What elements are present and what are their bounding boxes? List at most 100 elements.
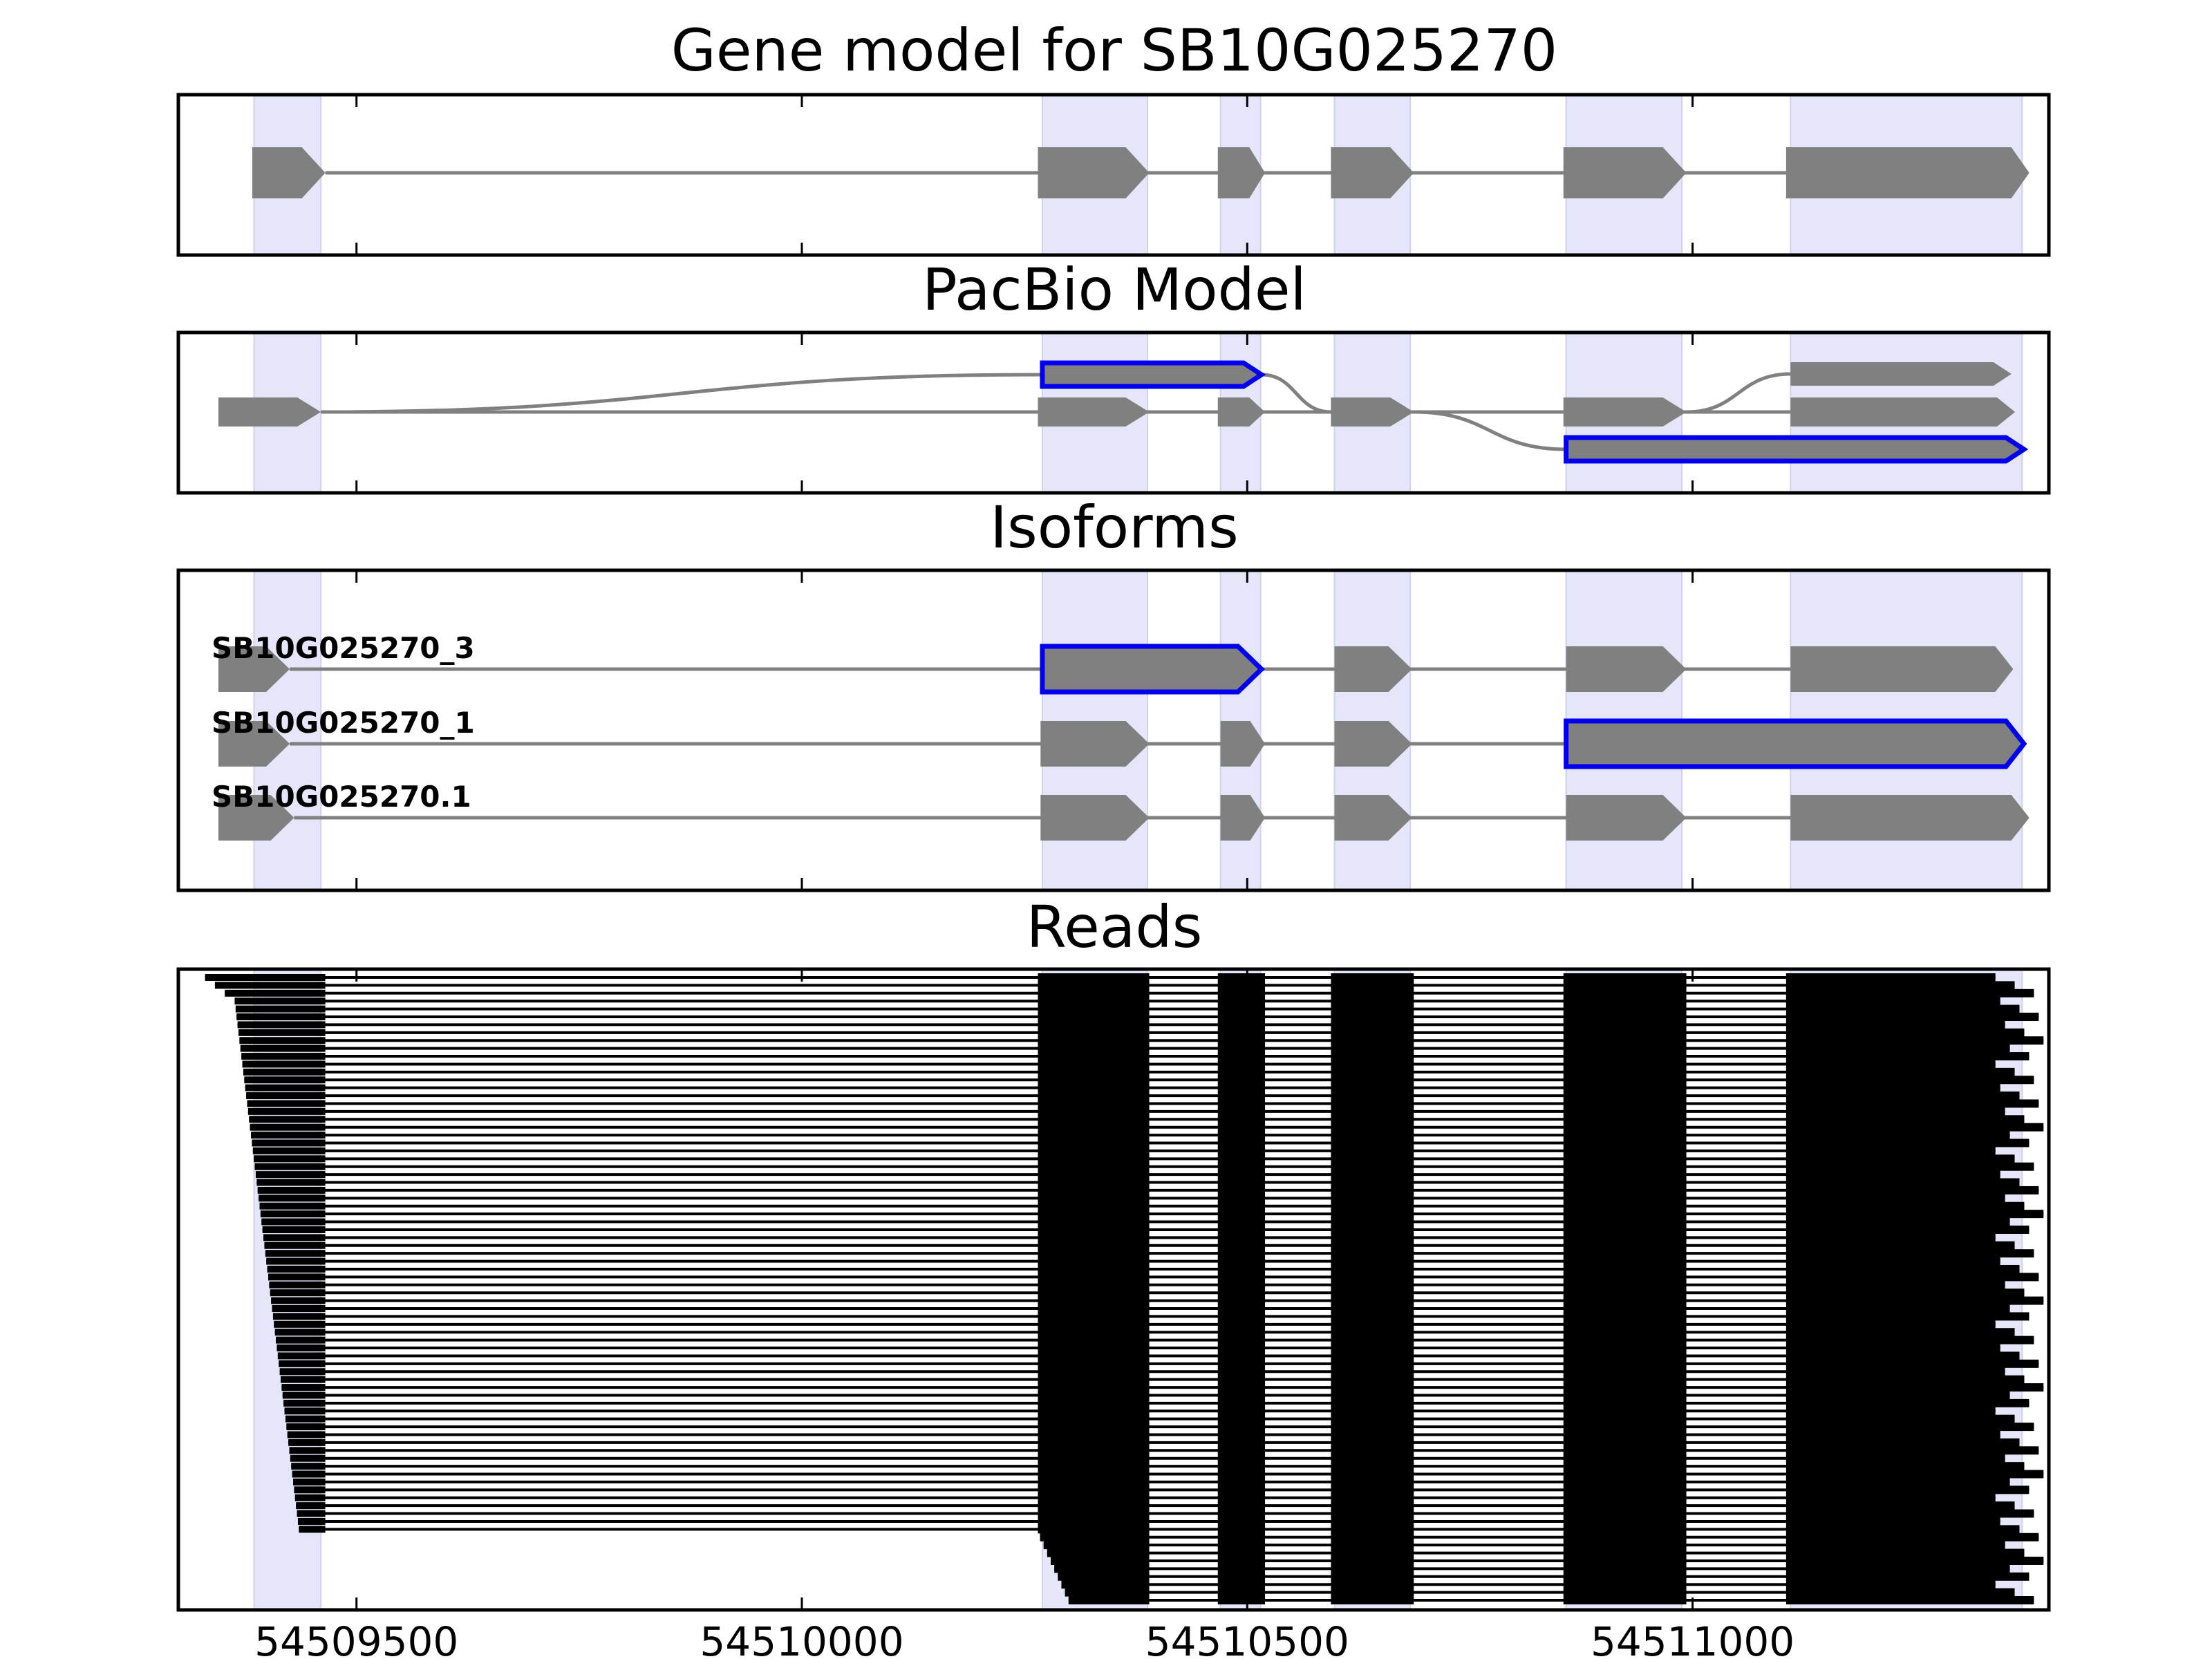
read-54-exon-2: [1217, 1391, 1266, 1400]
read-39-exon-4: [1563, 1273, 1687, 1282]
read-11-exon-5: [1785, 1052, 2030, 1061]
read-65-first-exon: [293, 1478, 326, 1485]
read-43: [272, 1304, 2010, 1313]
read-11-first-exon: [241, 1053, 326, 1060]
read-31-exon-5: [1785, 1210, 2044, 1219]
read-69-exon-5: [1785, 1509, 2034, 1518]
read-4-exon-2: [1217, 997, 1266, 1006]
pacbio-connection-2: [1261, 373, 1331, 414]
read-47-first-exon: [276, 1336, 326, 1344]
read-3-exon-4: [1563, 988, 1687, 997]
read-18: [247, 1107, 2005, 1116]
read-70-first-exon: [297, 1517, 326, 1525]
read-7-exon-1: [1038, 1020, 1150, 1029]
read-77-exon-5: [1785, 1572, 2030, 1581]
read-33-exon-4: [1563, 1225, 1687, 1234]
read-33: [262, 1225, 2030, 1234]
pacbio-connection-3: [1414, 410, 1566, 451]
read-68-exon-5: [1785, 1501, 2015, 1510]
read-41-exon-4: [1563, 1288, 1687, 1297]
read-40-first-exon: [269, 1281, 326, 1288]
isoform-track-2-exon-3: [1220, 721, 1266, 767]
read-35-exon-1: [1038, 1241, 1150, 1250]
read-12-exon-5: [1785, 1060, 1996, 1069]
read-62-exon-1: [1038, 1454, 1150, 1463]
read-78-exon-5: [1785, 1580, 1996, 1589]
read-77-exon-4: [1563, 1572, 1687, 1581]
read-30-exon-4: [1563, 1201, 1687, 1210]
read-68-exon-2: [1217, 1501, 1266, 1510]
read-20-exon-2: [1217, 1123, 1266, 1132]
read-41-exon-2: [1217, 1288, 1266, 1297]
read-29-exon-5: [1785, 1194, 2005, 1203]
read-10: [240, 1044, 2010, 1053]
read-40-exon-3: [1331, 1280, 1414, 1289]
read-66-exon-2: [1217, 1485, 1266, 1494]
read-36-exon-3: [1331, 1249, 1414, 1258]
read-47-exon-1: [1038, 1335, 1150, 1344]
read-45: [274, 1320, 1996, 1329]
pacbio-track-4-exon-1: [1564, 435, 2029, 464]
read-72-exon-2: [1217, 1533, 1266, 1541]
read-4-exon-5: [1785, 997, 2000, 1006]
read-45-exon-1: [1038, 1320, 1150, 1329]
read-74: [1047, 1548, 2025, 1557]
read-64-first-exon: [292, 1470, 326, 1478]
read-36-first-exon: [265, 1250, 326, 1257]
read-63-exon-3: [1331, 1462, 1414, 1471]
read-43-exon-3: [1331, 1304, 1414, 1313]
read-9-exon-1: [1038, 1036, 1150, 1045]
read-35-exon-3: [1331, 1241, 1414, 1250]
read-46-first-exon: [274, 1329, 326, 1336]
read-9: [239, 1036, 2044, 1045]
read-26-exon-4: [1563, 1170, 1687, 1179]
read-23-first-exon: [252, 1147, 326, 1154]
read-14-exon-3: [1331, 1076, 1414, 1085]
read-18-exon-5: [1785, 1107, 2005, 1116]
read-23-exon-4: [1563, 1146, 1687, 1155]
read-54-exon-4: [1563, 1391, 1687, 1400]
read-8-exon-1: [1038, 1028, 1150, 1037]
read-36-exon-1: [1038, 1249, 1150, 1258]
read-61: [289, 1446, 2039, 1455]
read-19: [249, 1115, 2025, 1124]
pacbio-track-3-exon-1: [1790, 362, 2012, 386]
read-18-exon-1: [1038, 1107, 1150, 1116]
read-71-exon-1: [1038, 1525, 1150, 1534]
read-25-exon-3: [1331, 1162, 1414, 1171]
read-61-exon-4: [1563, 1446, 1687, 1455]
read-21-exon-5: [1785, 1131, 2010, 1140]
read-15-first-exon: [245, 1084, 326, 1091]
read-46: [274, 1328, 2015, 1337]
read-46-exon-3: [1331, 1328, 1414, 1337]
read-47-exon-4: [1563, 1335, 1687, 1344]
read-71-exon-3: [1331, 1525, 1414, 1534]
read-14-exon-5: [1785, 1076, 2034, 1085]
read-15-exon-2: [1217, 1083, 1266, 1092]
read-39-first-exon: [268, 1273, 326, 1281]
read-41-first-exon: [270, 1289, 326, 1297]
read-48-exon-1: [1038, 1344, 1150, 1353]
read-44-exon-3: [1331, 1312, 1414, 1321]
read-46-exon-4: [1563, 1328, 1687, 1337]
read-23-exon-3: [1331, 1146, 1414, 1155]
x-tick-label-4: 54511000: [1591, 1618, 1794, 1659]
read-39: [268, 1273, 2039, 1282]
read-58-exon-1: [1038, 1423, 1150, 1432]
read-15-exon-4: [1563, 1083, 1687, 1092]
read-29-exon-2: [1217, 1194, 1266, 1203]
read-46-exon-5: [1785, 1328, 2015, 1337]
read-79-exon-2: [1217, 1588, 1266, 1597]
read-54-exon-3: [1331, 1391, 1414, 1400]
read-27-exon-1: [1038, 1178, 1150, 1187]
read-15-exon-1: [1038, 1083, 1150, 1092]
read-49-first-exon: [277, 1352, 326, 1360]
read-37-exon-3: [1331, 1257, 1414, 1266]
read-27-exon-5: [1785, 1178, 2020, 1187]
read-70: [297, 1517, 2000, 1526]
read-29-exon-4: [1563, 1194, 1687, 1203]
read-16-exon-1: [1038, 1091, 1150, 1100]
read-23-exon-5: [1785, 1146, 1996, 1155]
gene-model-track-1-exon-4: [1331, 147, 1414, 198]
